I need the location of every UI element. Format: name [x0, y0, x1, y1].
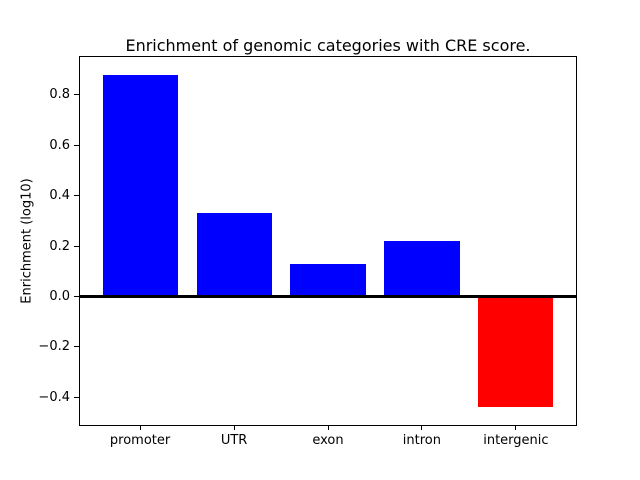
bar-intergenic [478, 296, 554, 408]
y-tick-label: −0.2 [38, 339, 70, 355]
x-tick-mark [139, 425, 141, 430]
x-tick-label-promoter: promoter [109, 433, 171, 448]
x-tick-label-intergenic: intergenic [483, 433, 549, 448]
y-tick-label: 0.6 [49, 137, 70, 153]
x-tick-label-exon: exon [312, 433, 344, 448]
bar-intron [384, 241, 460, 297]
x-tick-mark [421, 425, 423, 430]
y-tick-label: 0.2 [49, 238, 70, 254]
x-tick-mark [327, 425, 329, 430]
y-tick-mark [74, 396, 79, 398]
y-tick-mark [74, 245, 79, 247]
y-tick-label: −0.4 [38, 389, 70, 405]
x-tick-mark [233, 425, 235, 430]
zero-line [80, 295, 576, 298]
y-tick-label: 0.0 [49, 289, 70, 304]
y-tick-mark [74, 346, 79, 348]
y-tick-mark [74, 94, 79, 96]
y-tick-label: 0.4 [49, 188, 70, 204]
bar-promoter [102, 74, 178, 297]
y-tick-mark [74, 296, 79, 297]
y-tick-mark [74, 144, 79, 146]
x-tick-label-intron: intron [402, 433, 441, 448]
x-tick-mark [515, 425, 517, 430]
bar-exon [290, 263, 366, 297]
x-tick-label-UTR: UTR [220, 433, 248, 448]
bar-UTR [196, 213, 272, 297]
y-tick-mark [74, 195, 79, 197]
y-tick-label: 0.8 [49, 87, 70, 103]
chart-title: Enrichment of genomic categories with CR… [125, 36, 531, 55]
axes: 0.8 0.6 0.4 0.2 0.0 −0.2 −0.4 promoter UTR exon in… [38, 56, 577, 448]
